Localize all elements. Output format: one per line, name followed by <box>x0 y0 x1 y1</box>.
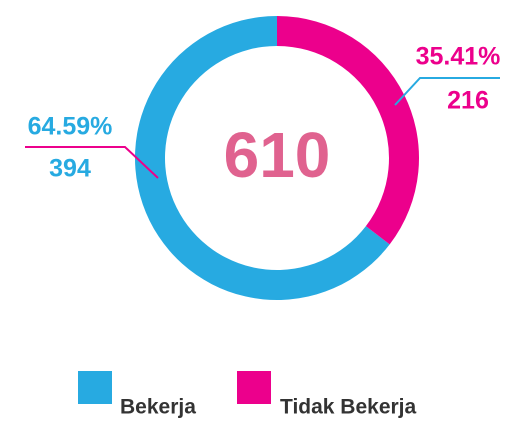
leader-line <box>25 146 159 179</box>
total: 610 <box>224 119 331 191</box>
count-label: 216 <box>447 87 489 115</box>
donut-segment <box>277 16 420 245</box>
legend-label: Tidak Bekerja <box>280 396 417 419</box>
legend-swatch <box>237 371 271 404</box>
legend-label: Bekerja <box>120 396 196 419</box>
legend-swatch <box>78 371 112 404</box>
percent-label: 35.41% <box>416 43 501 71</box>
leader-line <box>394 77 500 106</box>
count-label: 394 <box>49 155 91 183</box>
percent-label: 64.59% <box>28 113 113 141</box>
